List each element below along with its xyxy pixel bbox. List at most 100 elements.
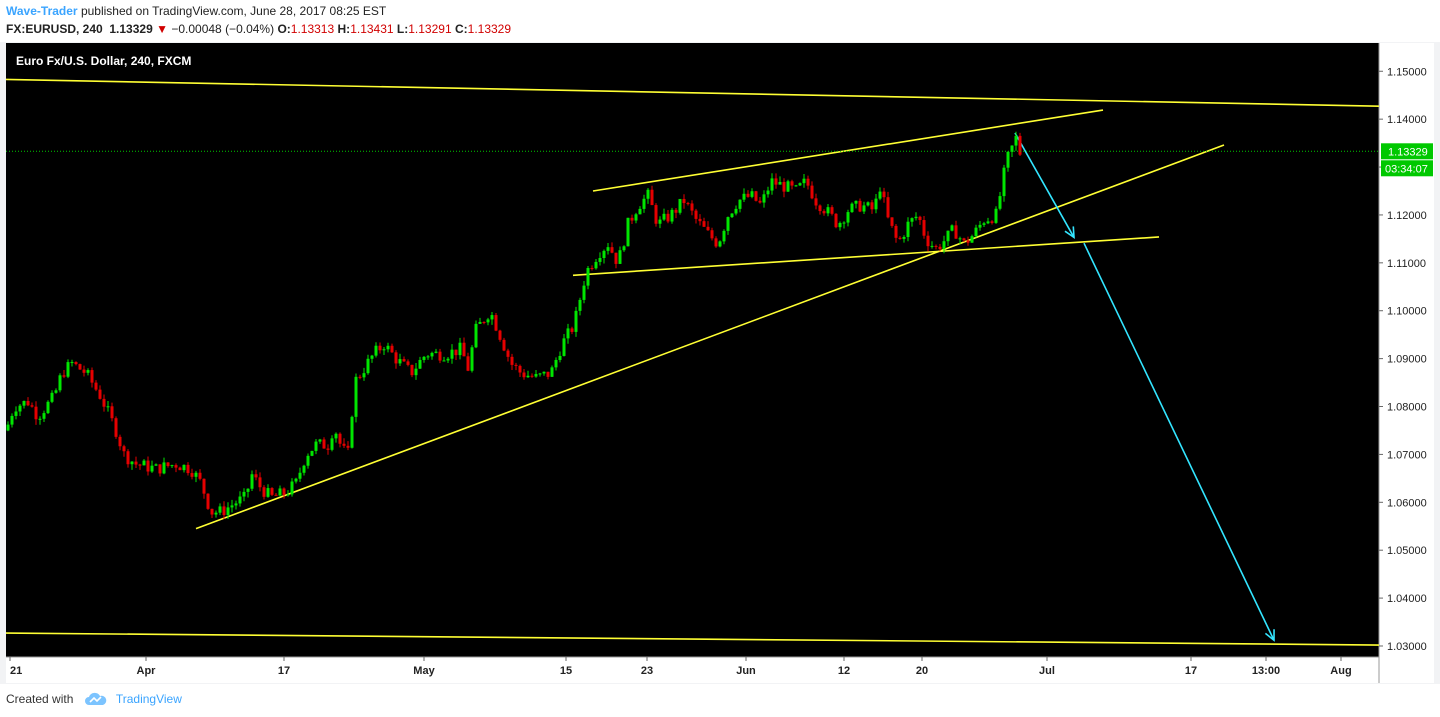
candle-body [702,221,706,227]
candle-body [602,250,606,258]
candle-body [934,245,938,247]
candle-body [650,189,654,206]
candle-body [762,194,766,203]
candle-body [626,217,630,247]
candle-body [554,359,558,368]
time-axis-labels: 21 Apr 17 May 15 23 Jun 12 20 Jul 17 13:00 Aug [9,657,1352,677]
candle-body [694,210,698,219]
candle-body [470,347,474,371]
candle-body [22,400,26,406]
candle-body [546,371,550,377]
candle-body [974,227,978,237]
candle-body [58,375,62,391]
candle-body [494,315,498,331]
candle-body [318,439,322,442]
candle-body [370,355,374,359]
trendline[interactable] [6,632,1380,646]
candle-body [502,339,506,351]
projection-arrow[interactable] [1014,132,1075,238]
candle-body [946,230,950,242]
candle-body [34,406,38,420]
candle-body [622,246,626,251]
x-tick-label: 23 [641,665,653,677]
candle-body [310,450,314,456]
arrow-head [1064,226,1075,240]
candle-body [898,237,902,239]
tradingview-link[interactable]: TradingView [115,692,182,706]
candle-layer [6,131,1022,519]
price-chart[interactable]: Euro Fx/U.S. Dollar, 240, FXCM 1.15000 1.… [6,43,1434,683]
candle-body [70,362,74,364]
candle-body [62,375,66,377]
candle-body [82,369,86,373]
close-label: C: [454,22,468,36]
candle-body [958,238,962,240]
candle-body [938,246,942,250]
candle-body [386,345,390,350]
candle-body [986,221,990,224]
candle-body [134,461,138,465]
candle-body [54,390,58,393]
candle-body [906,221,910,238]
candle-body [238,496,242,504]
candle-body [86,370,90,373]
x-tick-label: Apr [137,665,157,677]
candle-body [186,464,190,474]
trendline[interactable] [6,78,1380,108]
candle-body [990,221,994,223]
candle-body [570,328,574,332]
candle-body [870,202,874,210]
author-link[interactable]: Wave-Trader [6,4,78,18]
candle-body [102,398,106,407]
candle-body [374,345,378,356]
candle-body [450,349,454,359]
candle-body [834,213,838,228]
x-tick-label: 17 [278,665,290,677]
candle-body [182,464,186,471]
candle-body [458,342,462,356]
x-tick-label: 13:00 [1252,665,1280,677]
candle-body [846,212,850,223]
candle-body [926,235,930,247]
candle-body [902,237,906,239]
x-tick-label: 12 [838,665,850,677]
candle-body [294,478,298,482]
x-tick-label: 20 [916,665,928,677]
candle-body [178,467,182,471]
published-text: published on TradingView.com, June 28, 2… [80,4,387,18]
candle-body [798,183,802,186]
candle-body [998,196,1002,209]
candle-body [722,230,726,242]
candle-body [118,436,122,447]
candle-body [210,508,214,515]
candle-body [646,189,650,199]
candle-body [274,494,278,496]
time-axis[interactable] [6,657,1379,683]
candle-body [18,405,22,412]
candle-body [214,512,218,515]
candle-body [290,481,294,495]
high-label: H: [337,22,351,36]
candle-body [910,218,914,222]
candle-body [466,356,470,371]
candle-body [498,330,502,340]
y-tick-label: 1.12000 [1387,210,1427,222]
candle-body [630,217,634,221]
candle-body [26,400,30,406]
candle-body [754,191,758,201]
candle-body [954,225,958,239]
candle-body [810,185,814,199]
candle-body [414,368,418,376]
publication-line: Wave-Trader published on TradingView.com… [6,4,386,18]
candle-body [634,214,638,221]
plot-area[interactable] [6,43,1379,657]
trendline[interactable] [572,236,1160,277]
trendline[interactable] [592,109,1104,192]
trendline[interactable] [195,144,1225,530]
candle-body [530,375,534,377]
projection-arrow[interactable] [1083,242,1275,641]
candle-body [794,185,798,187]
candle-body [782,181,786,192]
candle-body [638,208,642,215]
candle-body [406,361,410,365]
